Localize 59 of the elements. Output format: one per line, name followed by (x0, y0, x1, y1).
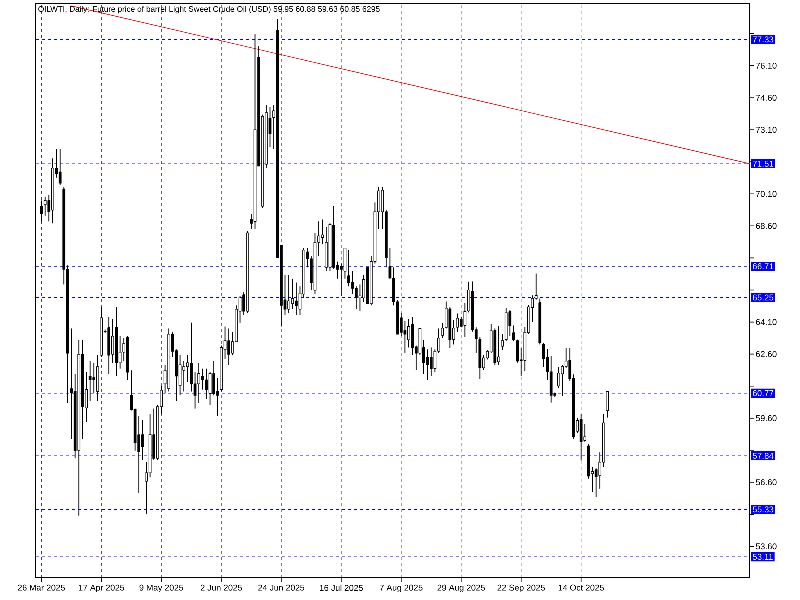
x-tick-label: 7 Aug 2025 (380, 584, 423, 593)
chart-title: OILWTI, Daily: Future price of barrel Light Sweet Crude Oil (USD) 59.95 60.88 59.63 60.85 6295 (38, 6, 380, 14)
candlestick (201, 368, 204, 390)
x-tick-label: 2 Jun 2025 (200, 584, 242, 591)
candlestick (606, 390, 610, 418)
candlestick (44, 196, 47, 216)
candlestick (344, 248, 347, 280)
candlestick (58, 148, 62, 186)
candlestick (355, 286, 358, 310)
candlestick (190, 322, 193, 392)
candlestick (92, 362, 96, 394)
candlestick (351, 271, 354, 295)
candlestick (212, 360, 216, 396)
ref-line-label: 65.25 (753, 294, 774, 301)
candlestick (228, 328, 230, 366)
x-tick-label: 26 Mar 2025 (18, 584, 66, 591)
ref-line-label: 77.33 (753, 36, 774, 43)
candlestick (497, 326, 500, 366)
candlestick (464, 302, 467, 338)
candlestick (295, 282, 298, 316)
candlestick (111, 318, 114, 364)
candlestick (141, 420, 144, 461)
candlestick (88, 360, 92, 402)
candlestick (178, 354, 182, 396)
ref-line-label: 57.84 (753, 453, 774, 460)
ref-line-label: 55.33 (753, 506, 774, 513)
ref-line-label: 71.51 (753, 161, 774, 167)
x-tick-label: 22 Sep 2025 (498, 584, 546, 593)
candlestick (348, 250, 350, 288)
x-tick-label: 9 May 2025 (140, 584, 184, 593)
ref-line-label: 66.71 (753, 264, 774, 270)
candlestick (430, 347, 433, 377)
y-tick-label: 70.10 (756, 191, 777, 198)
candlestick (205, 368, 208, 400)
candlestick (216, 378, 220, 417)
x-tick-label: 14 Oct 2025 (558, 584, 604, 591)
y-tick-label: 59.60 (756, 415, 777, 422)
x-tick-label: 17 Apr 2025 (79, 584, 124, 593)
y-tick-label: 76.10 (756, 62, 777, 69)
y-tick-label: 56.60 (756, 480, 777, 486)
candlestick (182, 360, 186, 392)
candlestick (561, 364, 564, 397)
x-tick-label: 16 Jul 2025 (320, 584, 364, 592)
candlestick (198, 362, 200, 404)
ref-line-label: 60.77 (753, 390, 774, 396)
y-tick-label: 74.60 (756, 94, 777, 101)
ref-line-label: 53.11 (753, 554, 773, 560)
candlestick (186, 354, 190, 383)
y-tick-label: 68.60 (756, 223, 777, 230)
candlestick (408, 318, 410, 348)
y-tick-label: 73.10 (756, 127, 777, 134)
x-tick-label: 24 Jun 2025 (258, 584, 305, 591)
y-tick-label: 64.10 (756, 319, 777, 326)
candlestick (288, 274, 290, 314)
candlestick (550, 356, 553, 404)
x-tick-label: 29 Aug 2025 (438, 584, 486, 593)
candlestick (411, 316, 414, 356)
y-tick-label: 53.60 (756, 544, 777, 550)
y-tick-label: 62.60 (756, 351, 777, 358)
